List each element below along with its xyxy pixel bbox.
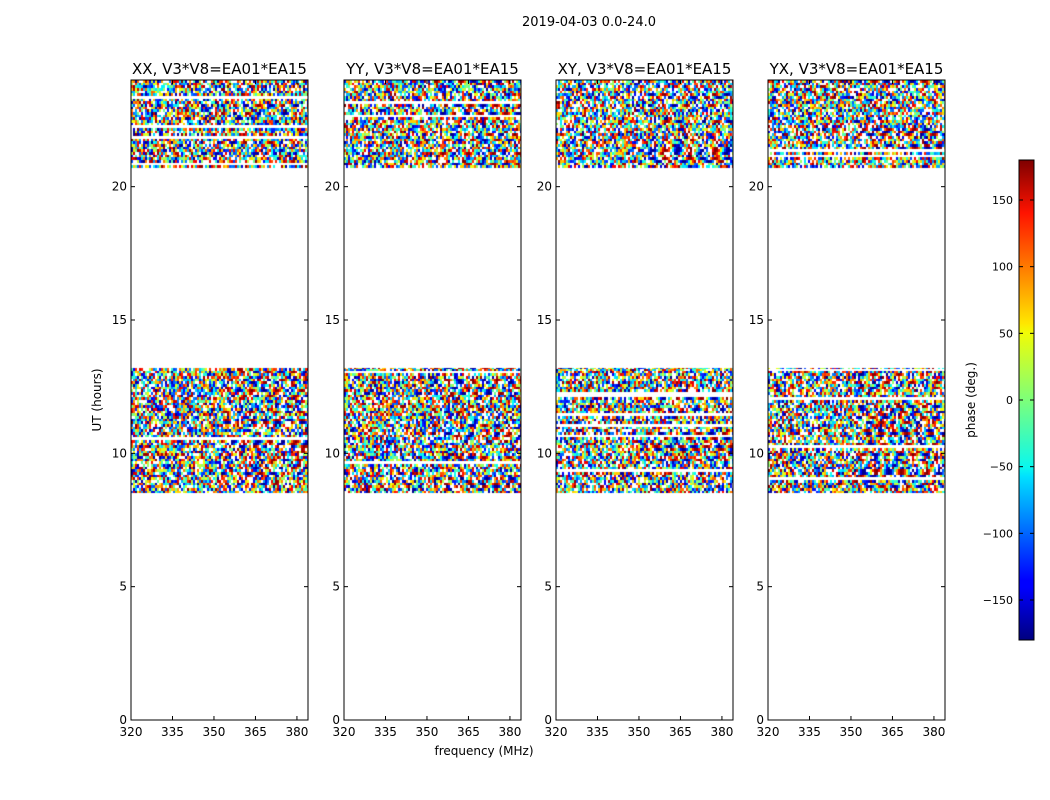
panel-title: XX, V3*V8=EA01*EA15 [132, 60, 307, 78]
y-tick-label: 15 [749, 313, 764, 327]
y-tick-label: 0 [544, 713, 552, 727]
colorbar-tick-label: 50 [999, 327, 1013, 340]
x-tick-label: 350 [416, 725, 439, 739]
x-tick-label: 335 [161, 725, 184, 739]
panel-1: XX, V3*V8=EA01*EA15 320 335 350 365 380 0 5 10 15… [112, 60, 309, 739]
y-tick-label: 5 [544, 580, 552, 594]
phase-heatmap [131, 80, 308, 720]
y-tick-label: 20 [325, 180, 340, 194]
panel-title: YY, V3*V8=EA01*EA15 [345, 60, 519, 78]
axes-frame [130, 79, 309, 721]
x-tick-label: 380 [922, 725, 945, 739]
colorbar-label: phase (deg.) [964, 362, 978, 438]
figure-title: 2019-04-03 0.0-24.0 [522, 15, 656, 30]
axes-frame [343, 79, 522, 721]
colorbar-tick-label: −50 [990, 461, 1013, 474]
x-tick-label: 380 [285, 725, 308, 739]
y-tick-label: 5 [119, 580, 127, 594]
colorbar-tick-label: −150 [983, 594, 1013, 607]
x-tick-label: 350 [840, 725, 863, 739]
y-tick-label: 20 [537, 180, 552, 194]
y-tick-label: 10 [749, 446, 764, 460]
y-tick-label: 15 [537, 313, 552, 327]
y-tick-label: 20 [749, 180, 764, 194]
y-tick-label: 0 [756, 713, 764, 727]
x-axis-label: frequency (MHz) [434, 744, 533, 758]
x-tick-label: 335 [586, 725, 609, 739]
y-tick-label: 0 [119, 713, 127, 727]
phase-heatmap [556, 80, 733, 720]
y-tick-label: 5 [332, 580, 340, 594]
colorbar: 150 100 50 0 −50 −100 −150 phase (deg.) [964, 159, 1035, 641]
x-tick-label: 320 [333, 725, 356, 739]
panel-3: XY, V3*V8=EA01*EA15 320 335 350 365 380 0 5 10 15… [537, 60, 734, 739]
x-tick-label: 365 [457, 725, 480, 739]
y-tick-label: 20 [112, 180, 127, 194]
panel-2: YY, V3*V8=EA01*EA15 320 335 350 365 380 0 5 10 15… [325, 60, 522, 739]
x-tick-label: 320 [120, 725, 143, 739]
y-tick-label: 10 [537, 446, 552, 460]
phase-heatmap [768, 80, 945, 720]
colorbar-tick-label: −100 [983, 527, 1013, 540]
panel-4: YX, V3*V8=EA01*EA15 320 335 350 365 380 0 5 10 15… [749, 60, 946, 739]
panel-title: YX, V3*V8=EA01*EA15 [769, 60, 944, 78]
panel-title: XY, V3*V8=EA01*EA15 [558, 60, 732, 78]
y-tick-label: 15 [112, 313, 127, 327]
x-tick-label: 350 [628, 725, 651, 739]
x-tick-label: 320 [757, 725, 780, 739]
x-tick-label: 335 [798, 725, 821, 739]
y-tick-label: 10 [112, 446, 127, 460]
y-tick-label: 0 [332, 713, 340, 727]
x-tick-label: 365 [881, 725, 904, 739]
y-tick-label: 5 [756, 580, 764, 594]
phase-heatmap [344, 80, 521, 720]
y-tick-label: 10 [325, 446, 340, 460]
axes-frame [767, 79, 946, 721]
x-tick-label: 365 [244, 725, 267, 739]
x-tick-label: 335 [374, 725, 397, 739]
x-tick-label: 320 [545, 725, 568, 739]
x-tick-label: 350 [203, 725, 226, 739]
x-tick-label: 380 [498, 725, 521, 739]
colorbar-tick-label: 150 [992, 194, 1013, 207]
y-axis-label: UT (hours) [90, 368, 104, 431]
colorbar-tick-label: 0 [1006, 394, 1013, 407]
panels: XX, V3*V8=EA01*EA15 320 335 350 365 380 0 5 10 15… [112, 60, 946, 739]
colorbar-ticks: 150 100 50 0 −50 −100 −150 [983, 194, 1034, 607]
axes-frame [555, 79, 734, 721]
colorbar-tick-label: 100 [992, 261, 1013, 274]
x-tick-label: 380 [710, 725, 733, 739]
y-tick-label: 15 [325, 313, 340, 327]
x-tick-label: 365 [669, 725, 692, 739]
